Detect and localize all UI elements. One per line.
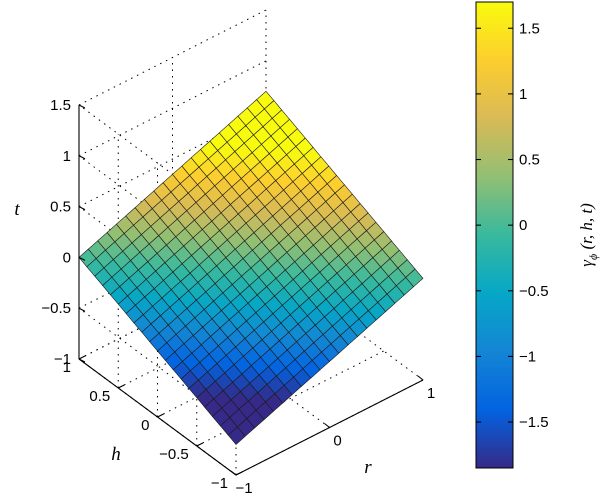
t-tick-label: 0: [63, 249, 71, 266]
colorbar: [475, 1, 514, 469]
r-axis-label: r: [364, 457, 372, 478]
t-tick: [78, 155, 86, 160]
surface-cell: [405, 268, 424, 288]
gridline-t-rightwall: [78, 111, 267, 208]
h-tick-label: 0: [141, 417, 149, 434]
h-tick-label: −0.5: [159, 446, 189, 463]
t-tick-label: 1: [63, 148, 71, 165]
colorbar-tick-label: −1: [519, 348, 536, 365]
colorbar-label-args: (r, h, t): [577, 203, 596, 254]
gridline-t-rightwall: [78, 9, 267, 106]
r-tick: [324, 423, 330, 428]
r-tick-label: −1: [235, 480, 252, 497]
colorbar-label-symbol: γ: [577, 259, 596, 267]
t-tick: [78, 206, 86, 211]
gridline-h-floor: [196, 350, 384, 447]
t-tick-label: 1.5: [50, 97, 71, 114]
h-tick: [235, 471, 243, 476]
colorbar-tick-label: 1: [519, 86, 527, 103]
t-tick: [78, 307, 86, 312]
h-tick: [196, 442, 203, 447]
t-tick: [78, 358, 86, 363]
t-tick: [78, 256, 86, 261]
colorbar-label: γϕ (r, h, t): [577, 203, 600, 267]
colorbar-tick-label: −1.5: [519, 414, 549, 431]
h-tick: [157, 413, 164, 418]
t-tick-label: 0.5: [50, 199, 71, 216]
surface-mesh: [78, 90, 424, 445]
colorbar-label-subscript: ϕ: [586, 254, 600, 260]
h-tick-label: 0.5: [89, 388, 110, 405]
r-tick: [417, 375, 424, 381]
r-tick: [230, 470, 237, 476]
colorbar-tick-label: 0.5: [519, 152, 540, 169]
axes-ticks: −1−0.500.511.5−1−0.500.51−101: [41, 97, 435, 497]
r-tick-label: 1: [427, 385, 435, 402]
colorbar-ticks: 1.5 1 0.5 0 −0.5 −1 −1.5: [476, 20, 549, 431]
t-tick: [78, 104, 86, 109]
colorbar-tick-label: 0: [519, 217, 527, 234]
h-axis-label: h: [111, 444, 121, 465]
h-tick: [78, 355, 86, 360]
colorbar-tick-label: −0.5: [519, 283, 549, 300]
colorbar-tick-label: 1.5: [519, 20, 540, 37]
t-tick-label: −1: [54, 351, 71, 368]
h-tick-label: 1: [63, 359, 71, 376]
h-tick: [118, 384, 125, 389]
t-tick-label: −0.5: [41, 300, 71, 317]
t-axis-label: t: [14, 199, 20, 220]
svg-text:γϕ (r, h, t): γϕ (r, h, t): [577, 203, 600, 267]
r-tick-label: 0: [333, 433, 341, 450]
gridline-t-rightwall: [78, 60, 267, 157]
h-tick-label: −1: [211, 475, 228, 492]
